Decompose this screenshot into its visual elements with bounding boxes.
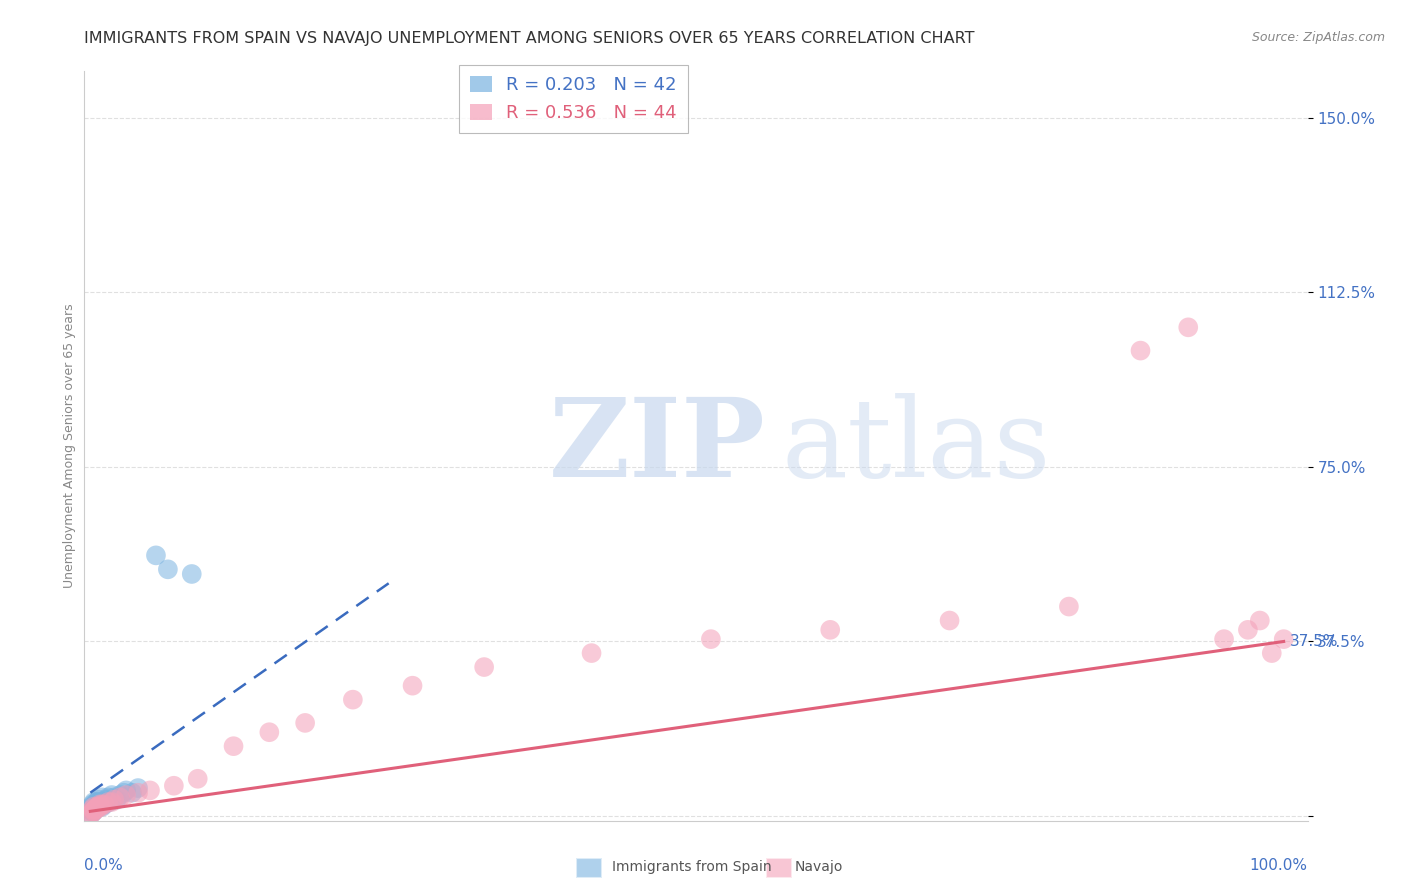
Point: [156, 562, 179, 576]
Point: [108, 788, 131, 802]
Point: [108, 790, 131, 805]
Point: [84, 802, 107, 816]
Point: [1213, 632, 1236, 647]
Point: [1249, 614, 1271, 628]
Point: [581, 646, 603, 660]
Text: atlas: atlas: [782, 392, 1052, 500]
Point: [97, 790, 120, 805]
Point: [82, 802, 104, 816]
Text: Immigrants from Spain: Immigrants from Spain: [612, 860, 772, 874]
Point: [87, 800, 110, 814]
Point: [101, 788, 124, 802]
Point: [818, 623, 841, 637]
Point: [86, 799, 108, 814]
Point: [84, 799, 107, 814]
Point: [86, 798, 108, 813]
Point: [82, 797, 104, 812]
Point: [115, 788, 138, 802]
Point: [103, 793, 125, 807]
Point: [1057, 599, 1080, 614]
Point: [180, 566, 202, 581]
Point: [83, 799, 105, 814]
Point: [101, 795, 124, 809]
Point: [82, 805, 104, 819]
Point: [89, 798, 111, 813]
Y-axis label: Unemployment Among Seniors over 65 years: Unemployment Among Seniors over 65 years: [63, 303, 76, 589]
Point: [222, 739, 245, 754]
Point: [84, 795, 107, 809]
Point: [82, 802, 104, 816]
Point: [115, 783, 138, 797]
Point: [83, 799, 105, 814]
Point: [97, 795, 120, 809]
Text: ZIP: ZIP: [550, 392, 766, 500]
Point: [93, 795, 115, 809]
Point: [98, 795, 121, 809]
Point: [83, 805, 105, 819]
Text: 0.0%: 0.0%: [84, 858, 124, 873]
Point: [84, 800, 107, 814]
Point: [127, 780, 149, 795]
Text: Navajo: Navajo: [794, 860, 842, 874]
Point: [82, 805, 104, 819]
Point: [90, 799, 112, 814]
Point: [80, 806, 103, 821]
Point: [938, 614, 960, 628]
Point: [259, 725, 281, 739]
Point: [1237, 623, 1260, 637]
Text: 100.0%: 100.0%: [1250, 858, 1308, 873]
Point: [86, 795, 108, 809]
Point: [90, 797, 112, 812]
Point: [342, 692, 364, 706]
Point: [84, 802, 107, 816]
Point: [83, 804, 105, 818]
Point: [127, 786, 149, 800]
Point: [121, 786, 143, 800]
Point: [89, 795, 111, 809]
Point: [1261, 646, 1284, 660]
Text: 37.5%: 37.5%: [1289, 634, 1339, 649]
Point: [84, 797, 107, 812]
Point: [83, 805, 105, 819]
Point: [91, 797, 114, 812]
Point: [91, 790, 114, 805]
Point: [80, 806, 103, 821]
Point: [294, 715, 316, 730]
Point: [163, 779, 186, 793]
Point: [82, 805, 104, 819]
Point: [472, 660, 495, 674]
Point: [80, 799, 103, 814]
Point: [94, 793, 117, 807]
Point: [105, 793, 128, 807]
Text: IMMIGRANTS FROM SPAIN VS NAVAJO UNEMPLOYMENT AMONG SENIORS OVER 65 YEARS CORRELA: IMMIGRANTS FROM SPAIN VS NAVAJO UNEMPLOY…: [84, 31, 974, 46]
Point: [187, 772, 209, 786]
Point: [145, 549, 167, 563]
Text: Source: ZipAtlas.com: Source: ZipAtlas.com: [1251, 31, 1385, 45]
Point: [1129, 343, 1152, 358]
Point: [84, 802, 107, 816]
Point: [80, 806, 103, 821]
Point: [91, 799, 114, 814]
Point: [700, 632, 723, 647]
Point: [83, 795, 105, 809]
Point: [401, 679, 423, 693]
Point: [84, 800, 107, 814]
Point: [93, 797, 115, 812]
Point: [83, 804, 105, 818]
Point: [84, 802, 107, 816]
Legend: R = 0.203   N = 42, R = 0.536   N = 44: R = 0.203 N = 42, R = 0.536 N = 44: [460, 65, 688, 133]
Point: [86, 799, 108, 814]
Point: [1177, 320, 1199, 334]
Point: [93, 797, 115, 812]
Point: [1272, 632, 1295, 647]
Point: [89, 797, 111, 812]
Point: [103, 790, 125, 805]
Point: [87, 797, 110, 812]
Point: [87, 793, 110, 807]
Point: [80, 805, 103, 819]
Point: [112, 786, 135, 800]
Point: [139, 783, 162, 797]
